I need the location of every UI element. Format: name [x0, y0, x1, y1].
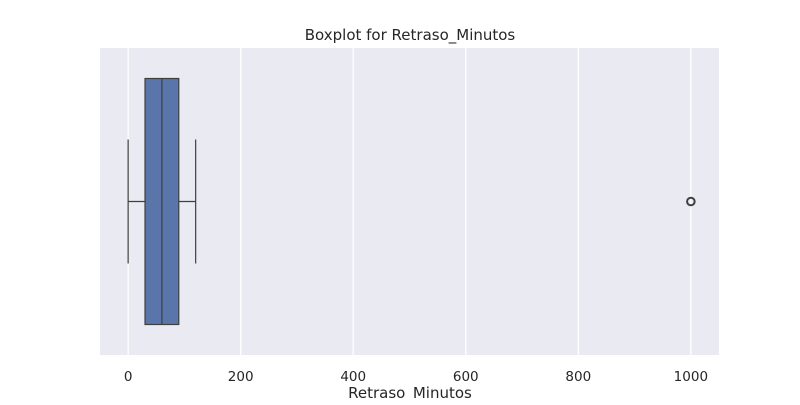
- x-tick-label-800: 800: [565, 369, 591, 385]
- x-axis-label: Retraso_Minutos: [348, 384, 472, 400]
- plot-area: [100, 48, 719, 355]
- x-tick-label-200: 200: [228, 369, 254, 385]
- x-tick-labels: 0 200 400 600 800 1000: [124, 369, 708, 385]
- outlier-point-0: [686, 196, 696, 207]
- x-tick-label-1000: 1000: [674, 369, 708, 385]
- chart-title: Boxplot for Retraso_Minutos: [305, 26, 516, 45]
- x-tick-label-600: 600: [453, 369, 479, 385]
- grid-lines: [127, 48, 692, 355]
- x-tick-label-400: 400: [340, 369, 366, 385]
- x-tick-label-0: 0: [124, 369, 133, 385]
- box-group: [127, 77, 696, 326]
